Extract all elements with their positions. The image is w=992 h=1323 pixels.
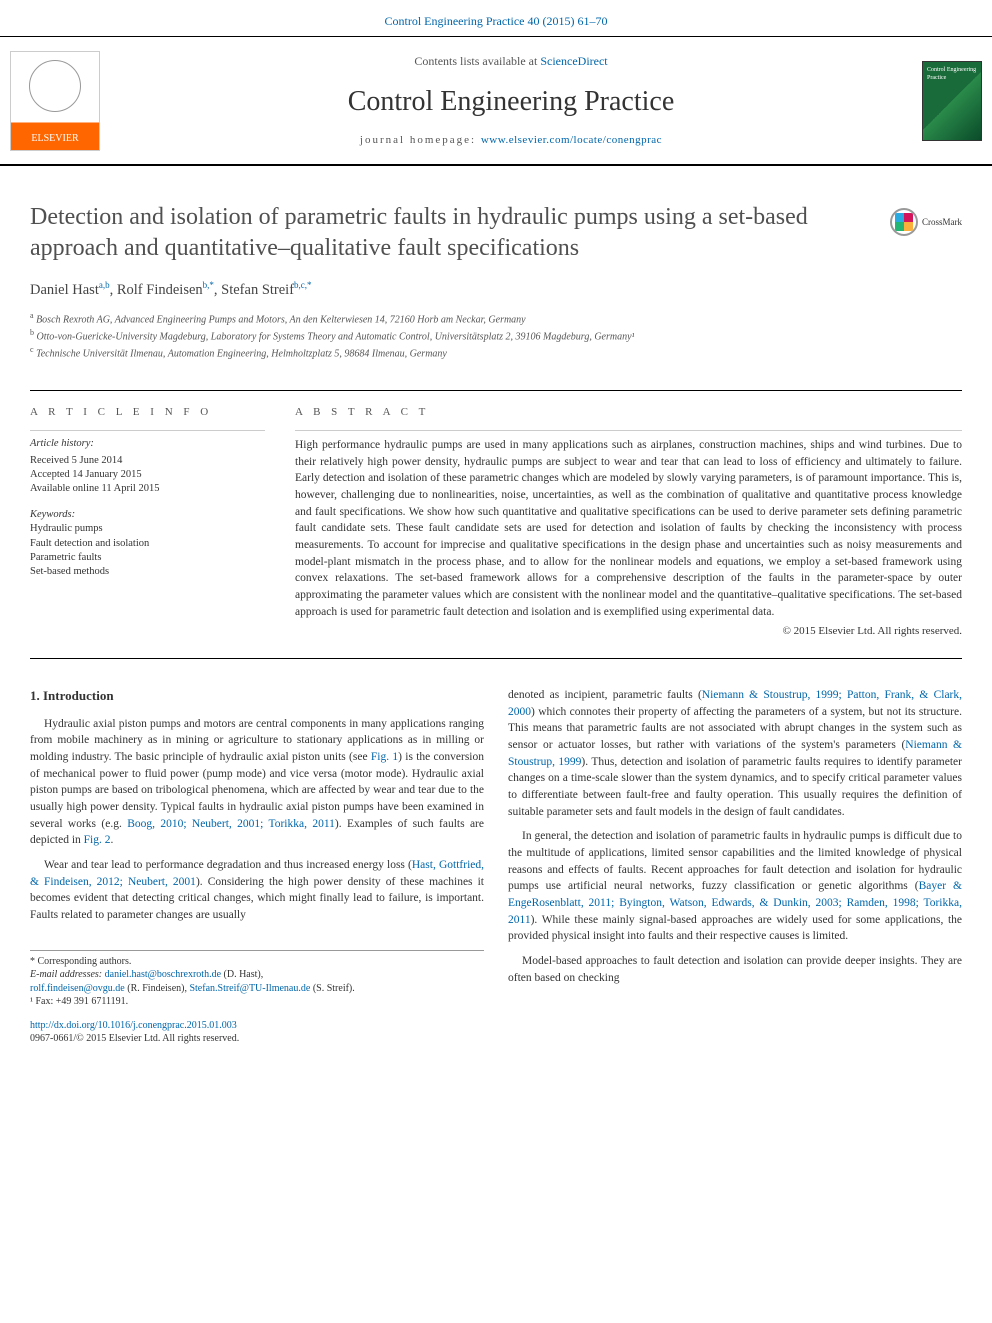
- publisher-name: ELSEVIER: [31, 132, 78, 146]
- journal-reference-link[interactable]: Control Engineering Practice 40 (2015) 6…: [385, 14, 608, 28]
- affiliation-b-text: Otto-von-Guericke-University Magdeburg, …: [37, 331, 635, 342]
- affiliation-c-text: Technische Universität Ilmenau, Automati…: [36, 349, 447, 360]
- info-abstract-row: A R T I C L E I N F O Article history: R…: [0, 391, 992, 640]
- crossmark-widget[interactable]: CrossMark: [890, 208, 962, 236]
- body-text: In general, the detection and isolation …: [508, 830, 962, 892]
- publisher-logo-slot: ELSEVIER: [0, 43, 110, 159]
- elsevier-logo[interactable]: ELSEVIER: [10, 51, 100, 151]
- article-info-label: A R T I C L E I N F O: [30, 405, 265, 420]
- article-history: Article history: Received 5 June 2014 Ac…: [30, 430, 265, 496]
- abstract-column: A B S T R A C T High performance hydraul…: [295, 405, 962, 640]
- banner-center: Contents lists available at ScienceDirec…: [110, 53, 912, 148]
- figure-ref-link[interactable]: Fig. 2: [84, 834, 111, 846]
- journal-reference-bar: Control Engineering Practice 40 (2015) 6…: [0, 0, 992, 36]
- email-addresses-line: E-mail addresses: daniel.hast@boschrexro…: [30, 968, 484, 982]
- body-paragraph: Model-based approaches to fault detectio…: [508, 953, 962, 986]
- author-email-link[interactable]: daniel.hast@boschrexroth.de: [105, 969, 221, 980]
- author-1-aff-link[interactable]: a,b: [99, 280, 110, 290]
- article-info-column: A R T I C L E I N F O Article history: R…: [30, 405, 265, 640]
- history-received: Received 5 June 2014: [30, 454, 265, 468]
- homepage-prefix: journal homepage:: [360, 134, 481, 146]
- doi-block: http://dx.doi.org/10.1016/j.conengprac.2…: [0, 1009, 992, 1066]
- affiliations: a Bosch Rexroth AG, Advanced Engineering…: [30, 310, 962, 362]
- affiliation-a-text: Bosch Rexroth AG, Advanced Engineering P…: [36, 314, 526, 325]
- body-text: .: [111, 834, 114, 846]
- abstract-label: A B S T R A C T: [295, 405, 962, 420]
- abstract-copyright: © 2015 Elsevier Ltd. All rights reserved…: [295, 624, 962, 639]
- journal-cover-slot: Control Engineering Practice: [912, 53, 992, 149]
- body-left-column: 1. Introduction Hydraulic axial piston p…: [30, 687, 484, 1009]
- history-online: Available online 11 April 2015: [30, 482, 265, 496]
- author-3-name: Stefan Streif: [221, 281, 294, 297]
- contents-lists-line: Contents lists available at ScienceDirec…: [110, 53, 912, 70]
- author-2-name: Rolf Findeisen: [117, 281, 203, 297]
- email-label: E-mail addresses:: [30, 969, 105, 980]
- history-heading: Article history:: [30, 438, 94, 449]
- body-text: ). While these mainly signal-based appro…: [508, 914, 962, 943]
- keywords-block: Keywords: Hydraulic pumps Fault detectio…: [30, 508, 265, 579]
- doi-link[interactable]: http://dx.doi.org/10.1016/j.conengprac.2…: [30, 1020, 237, 1031]
- body-text: Wear and tear lead to performance degrad…: [44, 859, 412, 871]
- cover-title: Control Engineering Practice: [927, 66, 977, 83]
- author-3-aff-link[interactable]: b,c,*: [294, 280, 312, 290]
- history-accepted: Accepted 14 January 2015: [30, 468, 265, 482]
- author-1-name: Daniel Hast: [30, 281, 99, 297]
- keywords-heading: Keywords:: [30, 509, 75, 520]
- article-header: CrossMark Detection and isolation of par…: [0, 166, 992, 371]
- corresponding-author-note: * Corresponding authors.: [30, 955, 484, 969]
- article-title: Detection and isolation of parametric fa…: [30, 202, 850, 264]
- journal-homepage-link[interactable]: www.elsevier.com/locate/conengprac: [481, 134, 662, 146]
- crossmark-icon: [890, 208, 918, 236]
- journal-name: Control Engineering Practice: [110, 82, 912, 121]
- body-paragraph: denoted as incipient, parametric faults …: [508, 687, 962, 820]
- author-email-link[interactable]: rolf.findeisen@ovgu.de: [30, 983, 125, 994]
- keyword-item: Fault detection and isolation: [30, 537, 265, 551]
- figure-ref-link[interactable]: Fig. 1: [371, 751, 398, 763]
- journal-homepage-line: journal homepage: www.elsevier.com/locat…: [110, 133, 912, 148]
- body-text: (S. Streif).: [310, 983, 354, 994]
- affiliation-b: b Otto-von-Guericke-University Magdeburg…: [30, 327, 962, 344]
- body-paragraph: In general, the detection and isolation …: [508, 828, 962, 945]
- body-text: (R. Findeisen),: [125, 983, 190, 994]
- sciencedirect-link[interactable]: ScienceDirect: [540, 54, 607, 68]
- keyword-item: Set-based methods: [30, 565, 265, 579]
- author-list: Daniel Hasta,b, Rolf Findeisenb,*, Stefa…: [30, 279, 962, 300]
- body-text: ) which connotes their property of affec…: [508, 706, 962, 751]
- lists-prefix: Contents lists available at: [414, 54, 540, 68]
- crossmark-label: CrossMark: [922, 216, 962, 229]
- citation-link[interactable]: Boog, 2010; Neubert, 2001; Torikka, 2011: [127, 818, 335, 830]
- author-2-aff-link[interactable]: b,*: [203, 280, 214, 290]
- body-text: (D. Hast),: [221, 969, 263, 980]
- body-text: denoted as incipient, parametric faults …: [508, 689, 702, 701]
- footnotes: * Corresponding authors. E-mail addresse…: [30, 950, 484, 1009]
- body-paragraph: Hydraulic axial piston pumps and motors …: [30, 716, 484, 849]
- email-addresses-line-2: rolf.findeisen@ovgu.de (R. Findeisen), S…: [30, 982, 484, 996]
- body-right-column: denoted as incipient, parametric faults …: [508, 687, 962, 1009]
- author-email-link[interactable]: Stefan.Streif@TU-Ilmenau.de: [189, 983, 310, 994]
- abstract-text: High performance hydraulic pumps are use…: [295, 430, 962, 620]
- issn-copyright-line: 0967-0661/© 2015 Elsevier Ltd. All right…: [30, 1032, 962, 1046]
- keyword-item: Parametric faults: [30, 551, 265, 565]
- body-paragraph: Wear and tear lead to performance degrad…: [30, 857, 484, 924]
- fax-line: ¹ Fax: +49 391 6711191.: [30, 995, 484, 1009]
- affiliation-c: c Technische Universität Ilmenau, Automa…: [30, 344, 962, 361]
- body-two-column: 1. Introduction Hydraulic axial piston p…: [0, 659, 992, 1009]
- keyword-item: Hydraulic pumps: [30, 522, 265, 536]
- section-1-heading: 1. Introduction: [30, 687, 484, 706]
- journal-banner: ELSEVIER Contents lists available at Sci…: [0, 36, 992, 166]
- affiliation-a: a Bosch Rexroth AG, Advanced Engineering…: [30, 310, 962, 327]
- journal-cover-thumbnail[interactable]: Control Engineering Practice: [922, 61, 982, 141]
